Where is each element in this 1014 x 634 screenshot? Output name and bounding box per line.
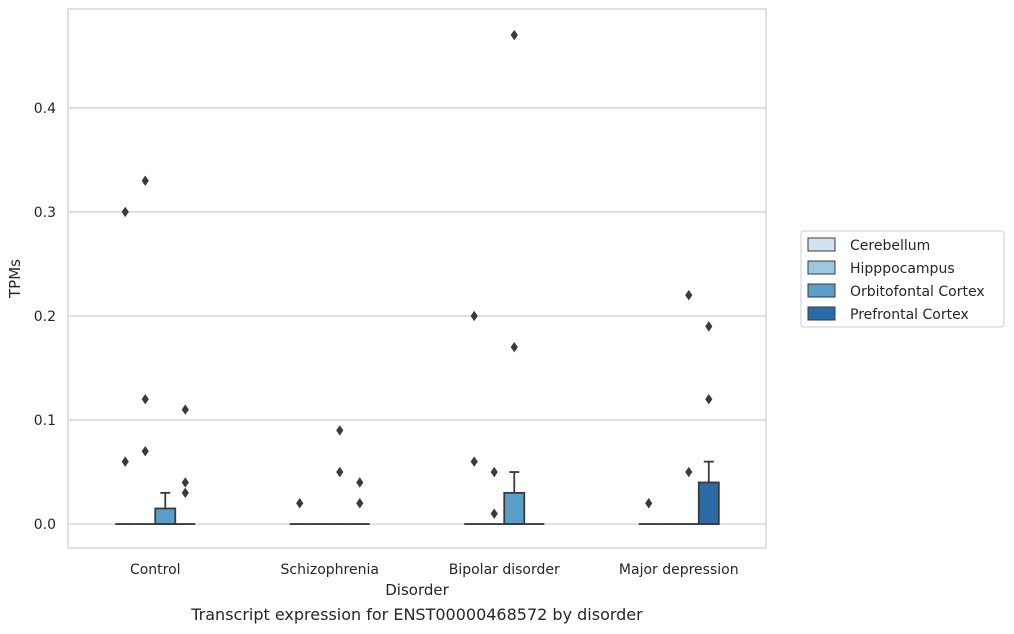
box-3-3: [697, 460, 720, 525]
outlier-point: [645, 498, 653, 509]
x-tick-labels: Control Schizophrenia Bipolar disorder Majo…: [130, 562, 739, 578]
legend-swatch: [807, 260, 836, 275]
outlier-point: [685, 289, 693, 301]
outlier-point: [121, 456, 129, 467]
legend-swatch: [807, 283, 836, 298]
x-tick-label: Schizophrenia: [281, 562, 379, 578]
outlier-point: [121, 206, 129, 218]
box-2-2: [503, 471, 526, 525]
y-tick-label: 0.4: [34, 101, 56, 117]
outlier-point: [685, 466, 693, 478]
outlier-point: [510, 29, 518, 41]
y-tick-label: 0.3: [34, 205, 56, 221]
outlier-point: [470, 310, 478, 322]
box-series: [115, 460, 720, 525]
box-2-0: [154, 491, 177, 525]
outlier-points: [121, 29, 713, 519]
outlier-point: [296, 498, 304, 509]
x-axis-label: Disorder: [385, 581, 449, 599]
x-tick-label: Major depression: [619, 562, 739, 578]
outlier-point: [336, 466, 344, 478]
outlier-point: [181, 477, 189, 488]
outlier-point: [470, 456, 478, 467]
outlier-point: [705, 394, 713, 405]
legend-label: Prefrontal Cortex: [850, 307, 969, 323]
outlier-point: [490, 466, 498, 478]
y-tick-label: 0.1: [34, 413, 56, 429]
outlier-point: [141, 175, 149, 186]
box-rect: [697, 481, 720, 525]
plot-area-frame: [67, 8, 767, 549]
legend-label: Cerebellum: [850, 238, 930, 254]
outlier-point: [490, 508, 498, 519]
y-tick-label: 0.2: [34, 309, 56, 325]
x-tick-label: Bipolar disorder: [449, 562, 560, 578]
box-rect: [503, 491, 526, 525]
legend-frame: [800, 230, 1005, 328]
outlier-point: [705, 321, 713, 332]
legend-label: Orbitofontal Cortex: [850, 284, 985, 300]
outlier-point: [356, 477, 364, 488]
legend-label: Hipppocampus: [850, 261, 955, 277]
y-tick-labels: 0.0 0.1 0.2 0.3 0.4: [34, 101, 56, 533]
outlier-point: [356, 498, 364, 509]
legend: Cerebellum Hipppocampus Orbitofontal Corte…: [800, 230, 1005, 328]
outlier-point: [181, 404, 189, 415]
figure-caption: Transcript expression for ENST0000046857…: [191, 605, 643, 624]
y-axis-label: TPMs: [6, 259, 24, 299]
y-gridlines: [68, 107, 766, 525]
outlier-point: [336, 425, 344, 436]
outlier-point: [510, 341, 518, 353]
legend-swatch: [807, 306, 836, 321]
outlier-point: [141, 446, 149, 457]
box-rect: [154, 507, 177, 525]
legend-swatch: [807, 237, 836, 252]
outlier-point: [141, 394, 149, 405]
x-tick-label: Control: [130, 562, 181, 578]
outlier-point: [181, 487, 189, 499]
y-tick-label: 0.0: [34, 517, 56, 533]
